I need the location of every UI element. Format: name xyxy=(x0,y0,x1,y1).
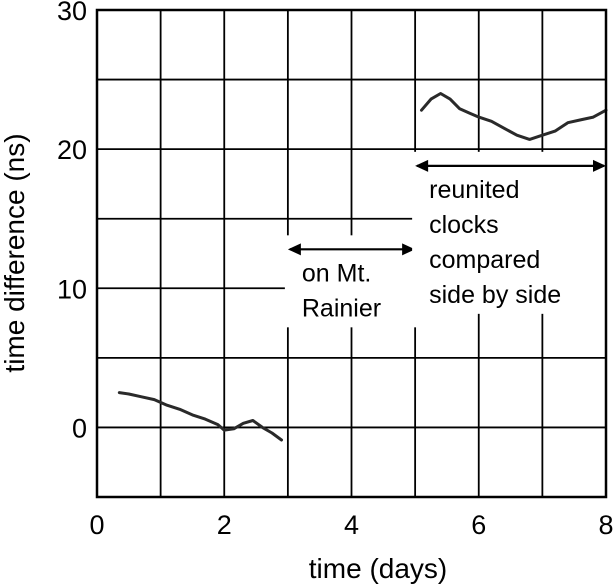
annotation-text-line: clocks xyxy=(429,211,498,239)
arrow-head-left xyxy=(415,159,429,172)
x-tick-label: 8 xyxy=(598,510,613,540)
x-axis-label: time (days) xyxy=(309,553,447,584)
series-line xyxy=(117,391,283,442)
x-tick-label: 0 xyxy=(89,510,104,540)
annotation-box xyxy=(412,151,609,314)
annotation-text-line: Rainier xyxy=(302,294,381,322)
y-tick-label: 10 xyxy=(57,274,87,304)
series-lines xyxy=(117,92,608,442)
x-tick-label: 4 xyxy=(344,510,359,540)
arrow-head-right xyxy=(402,243,416,256)
annotation-text-line: reunited xyxy=(429,176,519,204)
x-tick-label: 2 xyxy=(217,510,232,540)
x-tick-labels: 0 2 4 6 8 xyxy=(89,510,613,540)
y-axis-label: time difference (ns) xyxy=(0,133,30,372)
y-tick-label: 20 xyxy=(57,135,87,165)
arrow-head-left xyxy=(287,243,301,256)
x-tick-label: 6 xyxy=(471,510,486,540)
plot-frame xyxy=(95,8,608,499)
annotation-text-line: side by side xyxy=(429,281,561,309)
annotation-text-line: compared xyxy=(429,246,540,274)
arrow-head-right xyxy=(593,159,606,172)
annotation-box xyxy=(284,235,419,328)
annotations: on Mt. Rainier reunited clocks compared side … xyxy=(284,151,609,328)
series-line xyxy=(420,92,608,141)
y-tick-label: 0 xyxy=(72,413,87,443)
y-tick-labels: 0 10 20 30 xyxy=(57,0,87,443)
annotation-text-line: on Mt. xyxy=(302,259,371,287)
y-tick-label: 30 xyxy=(57,0,87,26)
